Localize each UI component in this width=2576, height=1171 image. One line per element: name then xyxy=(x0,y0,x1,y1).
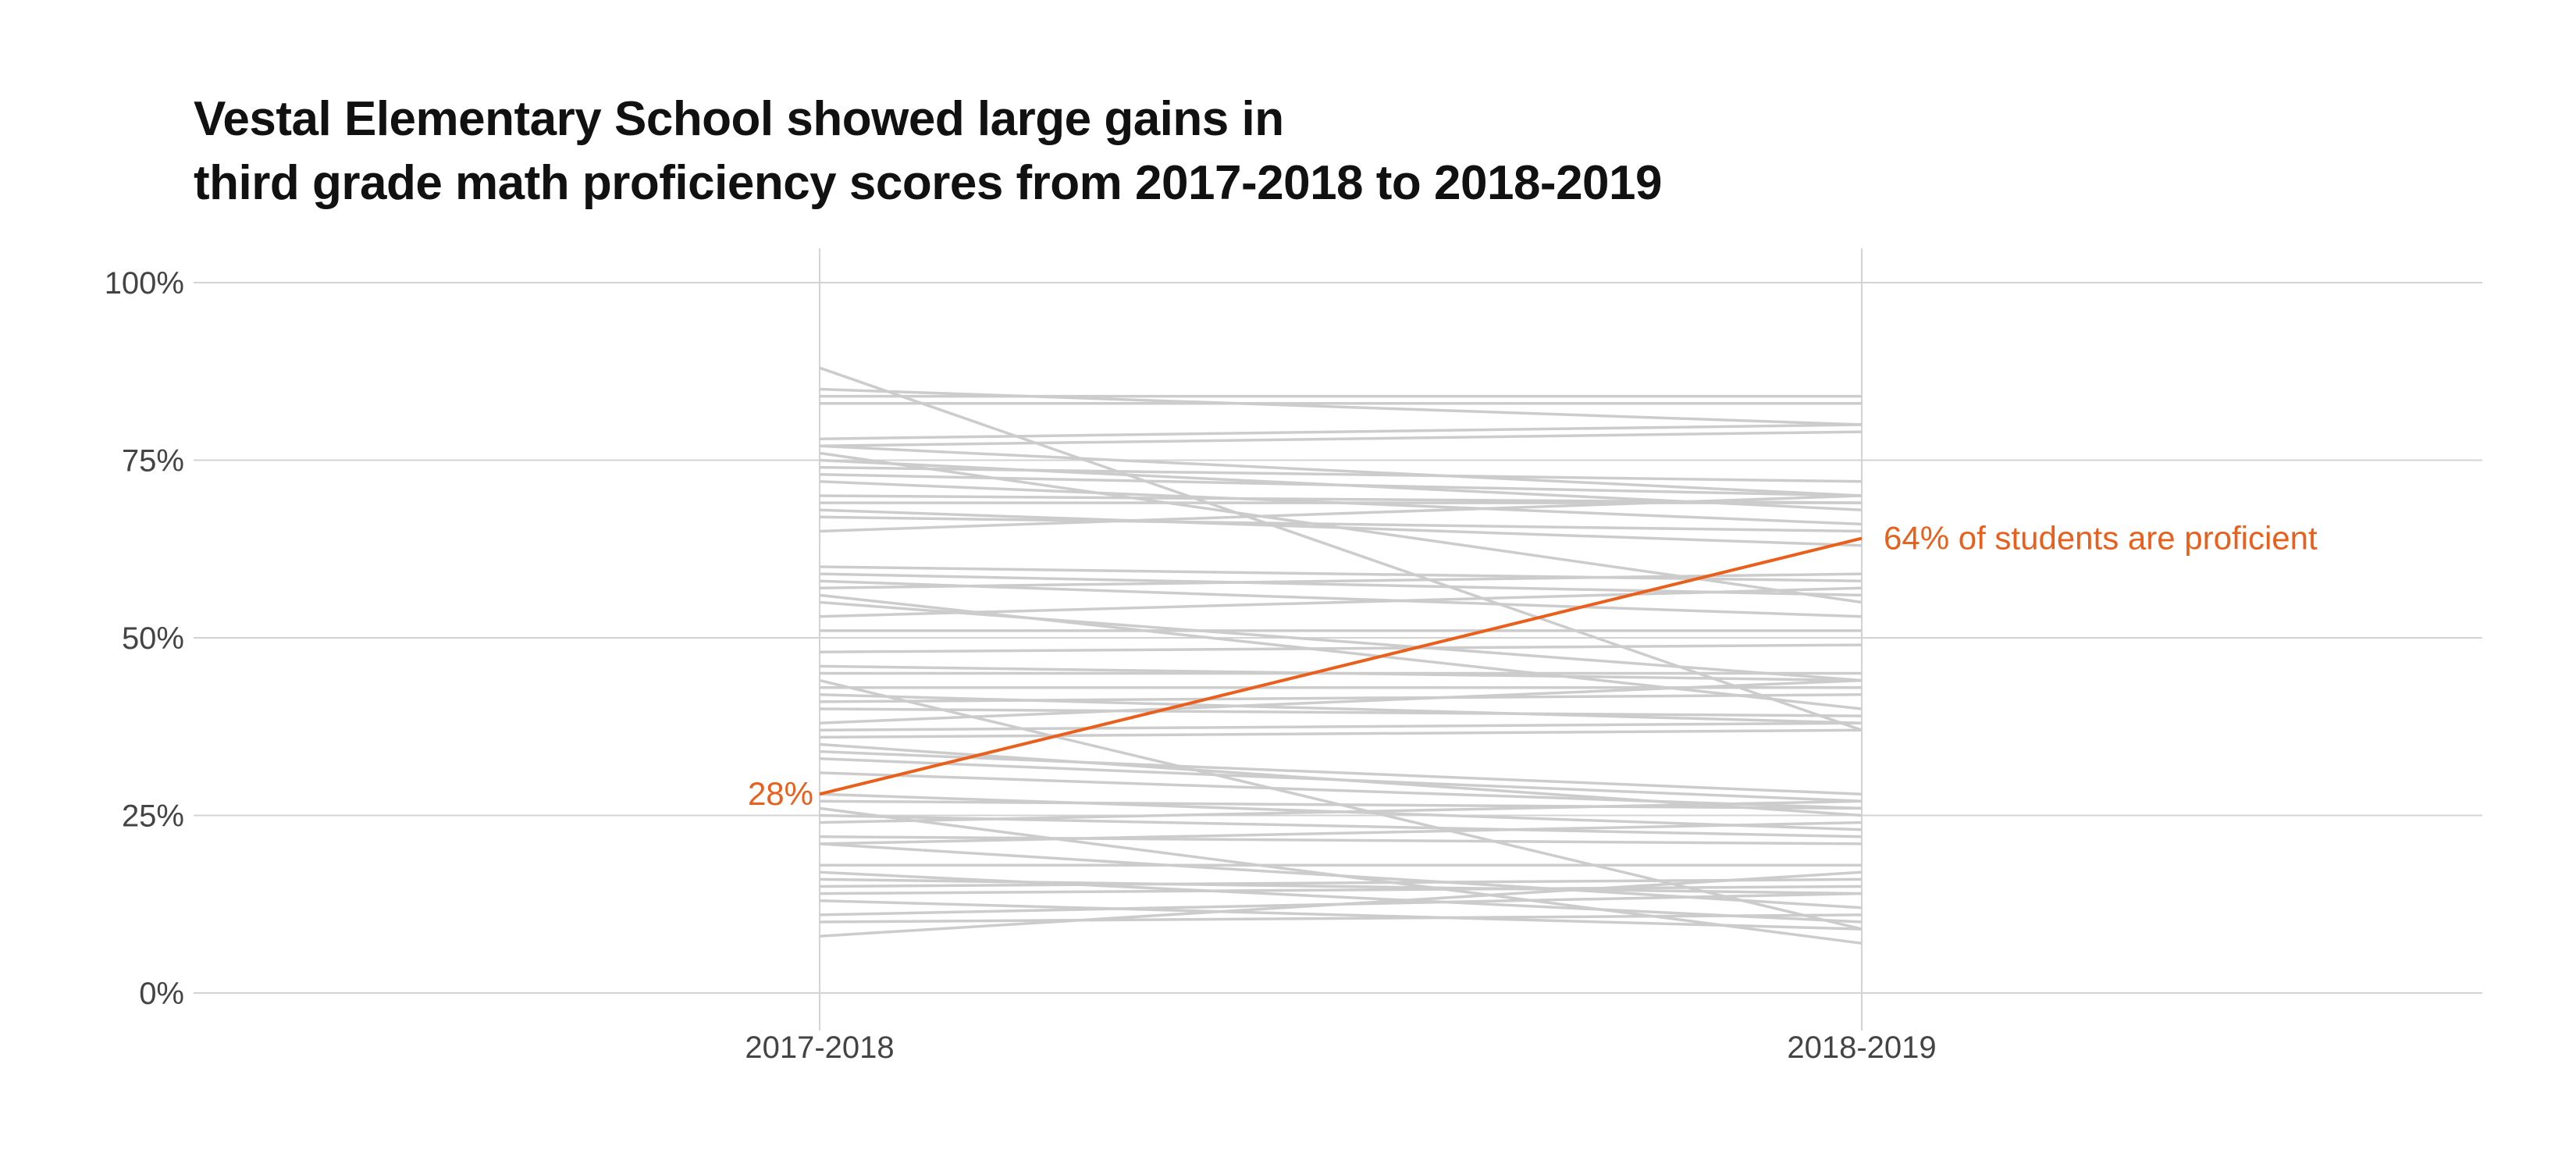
highlight-end-label: 64% of students are proficient xyxy=(1884,520,2318,557)
x-tick-label: 2018-2019 xyxy=(1787,1030,1936,1065)
y-tick-label: 100% xyxy=(105,266,184,301)
other-schools-layer xyxy=(819,366,1863,945)
school-line xyxy=(819,423,1863,440)
school-line xyxy=(819,913,1863,924)
school-line xyxy=(819,565,1863,582)
school-line xyxy=(819,877,1863,888)
y-tick-label: 75% xyxy=(122,444,184,479)
school-line xyxy=(819,444,1863,497)
chart-title: Vestal Elementary School showed large ga… xyxy=(194,87,1663,215)
school-line xyxy=(819,387,1863,426)
y-tick-label: 0% xyxy=(139,977,184,1011)
school-line xyxy=(819,494,1863,533)
highlight-school-line xyxy=(819,536,1863,796)
chart-title-line-1: Vestal Elementary School showed large ga… xyxy=(194,92,1284,146)
school-line xyxy=(819,430,1863,448)
grid-layer xyxy=(194,248,2482,1030)
school-line xyxy=(819,820,1863,845)
highlight-start-label: 28% xyxy=(748,775,813,812)
school-line xyxy=(819,721,1863,732)
chart-title-line-2: third grade math proficiency scores from… xyxy=(194,156,1663,210)
school-line xyxy=(819,465,1863,483)
school-line xyxy=(819,728,1863,739)
school-line xyxy=(819,870,1863,938)
school-line xyxy=(819,586,1863,618)
school-line xyxy=(819,899,1863,931)
school-line xyxy=(819,835,1863,845)
school-line xyxy=(819,771,1863,810)
school-line xyxy=(819,515,1863,533)
school-line xyxy=(819,877,1863,895)
school-line xyxy=(819,678,1863,724)
school-line xyxy=(819,508,1863,547)
school-line xyxy=(819,366,1863,731)
highlight-layer: 28% 64% of students are proficient xyxy=(748,520,2318,813)
school-line xyxy=(819,600,1863,682)
school-line xyxy=(819,749,1863,795)
school-line xyxy=(819,707,1863,717)
school-line xyxy=(819,678,1863,931)
school-line xyxy=(819,799,1863,824)
x-tick-label: 2017-2018 xyxy=(745,1030,894,1065)
y-tick-label: 25% xyxy=(122,799,184,834)
y-tick-label: 50% xyxy=(122,621,184,656)
school-line xyxy=(819,806,1863,945)
school-line xyxy=(819,643,1863,653)
school-line xyxy=(819,472,1863,497)
school-line xyxy=(819,756,1863,803)
school-line xyxy=(819,572,1863,590)
labels-layer: 0% 25% 50% 75% 100% 2017-2018 2018-2019 xyxy=(105,266,1937,1065)
school-line xyxy=(819,693,1863,703)
